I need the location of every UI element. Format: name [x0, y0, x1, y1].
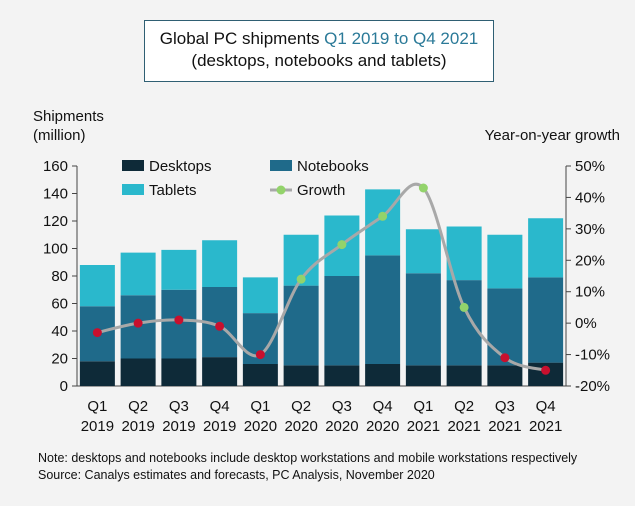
bar-desktops-q2-2021 — [446, 365, 482, 386]
x-tick-label-year: 2021 — [447, 418, 480, 435]
left-axis-tick-label: 40 — [51, 323, 68, 340]
left-axis-title-line2: (million) — [33, 127, 86, 144]
x-tick-label-year: 2021 — [488, 418, 521, 435]
right-axis-tick-label: 50% — [575, 158, 605, 175]
growth-point-q2-2021 — [459, 302, 469, 312]
bar-desktops-q1-2020 — [242, 364, 278, 386]
footnote-note: Note: desktops and notebooks include des… — [38, 451, 578, 465]
right-axis-tick-label: 10% — [575, 284, 605, 301]
growth-point-q3-2021 — [500, 353, 510, 363]
x-tick-label-quarter: Q1 — [250, 398, 270, 415]
growth-point-q4-2020 — [378, 211, 388, 221]
x-tick-label-quarter: Q2 — [291, 398, 311, 415]
right-axis-tick-label: 40% — [575, 189, 605, 206]
x-tick-label-quarter: Q3 — [169, 398, 189, 415]
growth-point-q1-2019 — [92, 328, 102, 338]
x-tick-label-year: 2019 — [162, 418, 195, 435]
x-tick-label-quarter: Q4 — [210, 398, 230, 415]
footnote-source: Source: Canalys estimates and forecasts,… — [38, 468, 435, 482]
right-axis-tick-label: 30% — [575, 221, 605, 238]
right-axis-tick-label: 20% — [575, 252, 605, 269]
legend-marker-growth — [276, 185, 286, 195]
left-axis-tick-label: 100 — [43, 241, 68, 258]
x-tick-label-year: 2019 — [121, 418, 154, 435]
chart-title-box: Global PC shipments Q1 2019 to Q4 2021 (… — [144, 20, 494, 82]
left-axis-tick-label: 120 — [43, 213, 68, 230]
x-tick-label-quarter: Q3 — [495, 398, 515, 415]
bar-notebooks-q3-2021 — [487, 288, 523, 366]
x-tick-label-quarter: Q4 — [536, 398, 556, 415]
legend-label-desktops: Desktops — [149, 158, 212, 175]
left-axis-tick-label: 20 — [51, 351, 68, 368]
left-axis-tick-label: 60 — [51, 296, 68, 313]
x-tick-label-quarter: Q1 — [87, 398, 107, 415]
bar-desktops-q2-2019 — [120, 358, 156, 386]
bar-notebooks-q2-2020 — [283, 285, 319, 366]
legend-swatch-tablets — [122, 184, 144, 195]
bar-desktops-q3-2021 — [487, 365, 523, 386]
bar-desktops-q4-2020 — [365, 364, 401, 386]
bar-tablets-q1-2019 — [79, 265, 115, 307]
bar-notebooks-q4-2020 — [365, 255, 401, 364]
x-tick-label-year: 2020 — [366, 418, 399, 435]
right-axis-tick-label: -20% — [575, 378, 610, 395]
bar-notebooks-q2-2021 — [446, 280, 482, 366]
x-tick-label-year: 2020 — [244, 418, 277, 435]
x-tick-label-quarter: Q2 — [454, 398, 474, 415]
growth-point-q2-2020 — [296, 274, 306, 284]
bar-tablets-q4-2020 — [365, 189, 401, 256]
bar-desktops-q2-2020 — [283, 365, 319, 386]
growth-point-q1-2020 — [255, 350, 265, 360]
bar-tablets-q2-2019 — [120, 252, 156, 296]
bar-tablets-q1-2020 — [242, 277, 278, 314]
x-tick-label-quarter: Q1 — [413, 398, 433, 415]
bar-notebooks-q1-2021 — [405, 273, 441, 366]
bar-desktops-q1-2021 — [405, 365, 441, 386]
growth-point-q3-2020 — [337, 240, 347, 250]
bar-desktops-q4-2019 — [202, 357, 238, 386]
growth-point-q4-2021 — [541, 365, 551, 375]
x-tick-label-quarter: Q3 — [332, 398, 352, 415]
x-tick-label-quarter: Q2 — [128, 398, 148, 415]
legend-swatch-desktops — [122, 160, 144, 171]
legend-label-growth: Growth — [297, 182, 345, 199]
growth-point-q3-2019 — [174, 315, 184, 325]
right-axis-tick-label: 0% — [575, 315, 597, 332]
bar-tablets-q4-2021 — [528, 218, 564, 278]
bar-desktops-q1-2019 — [79, 361, 115, 386]
bar-tablets-q3-2021 — [487, 234, 523, 289]
chart-title-highlight: Q1 2019 to Q4 2021 — [324, 29, 479, 48]
bar-tablets-q4-2019 — [202, 240, 238, 287]
x-tick-label-year: 2019 — [81, 418, 114, 435]
bar-desktops-q3-2020 — [324, 365, 360, 386]
bar-desktops-q3-2019 — [161, 358, 197, 386]
legend-label-notebooks: Notebooks — [297, 158, 369, 175]
chart-subtitle: (desktops, notebooks and tablets) — [191, 51, 447, 70]
bar-notebooks-q4-2021 — [528, 277, 564, 363]
left-axis-tick-label: 80 — [51, 268, 68, 285]
left-axis-tick-label: 160 — [43, 158, 68, 175]
x-tick-label-year: 2019 — [203, 418, 236, 435]
chart-title-prefix: Global PC shipments — [159, 29, 325, 48]
right-axis-title: Year-on-year growth — [485, 127, 620, 144]
left-axis-title-line1: Shipments — [33, 108, 104, 125]
left-axis-tick-label: 0 — [60, 378, 68, 395]
bar-notebooks-q3-2020 — [324, 276, 360, 366]
right-axis-tick-label: -10% — [575, 347, 610, 364]
legend-label-tablets: Tablets — [149, 182, 197, 199]
growth-point-q4-2019 — [215, 321, 225, 331]
left-axis-tick-label: 140 — [43, 186, 68, 203]
bar-tablets-q1-2021 — [405, 229, 441, 274]
x-tick-label-year: 2021 — [529, 418, 562, 435]
x-tick-label-year: 2020 — [325, 418, 358, 435]
bar-tablets-q3-2019 — [161, 249, 197, 290]
growth-point-q2-2019 — [133, 318, 143, 328]
chart-title: Global PC shipments Q1 2019 to Q4 2021 — [145, 28, 493, 50]
x-tick-label-quarter: Q4 — [373, 398, 393, 415]
x-tick-label-year: 2021 — [407, 418, 440, 435]
x-tick-label-year: 2020 — [284, 418, 317, 435]
growth-point-q1-2021 — [418, 183, 428, 193]
legend-swatch-notebooks — [270, 160, 292, 171]
